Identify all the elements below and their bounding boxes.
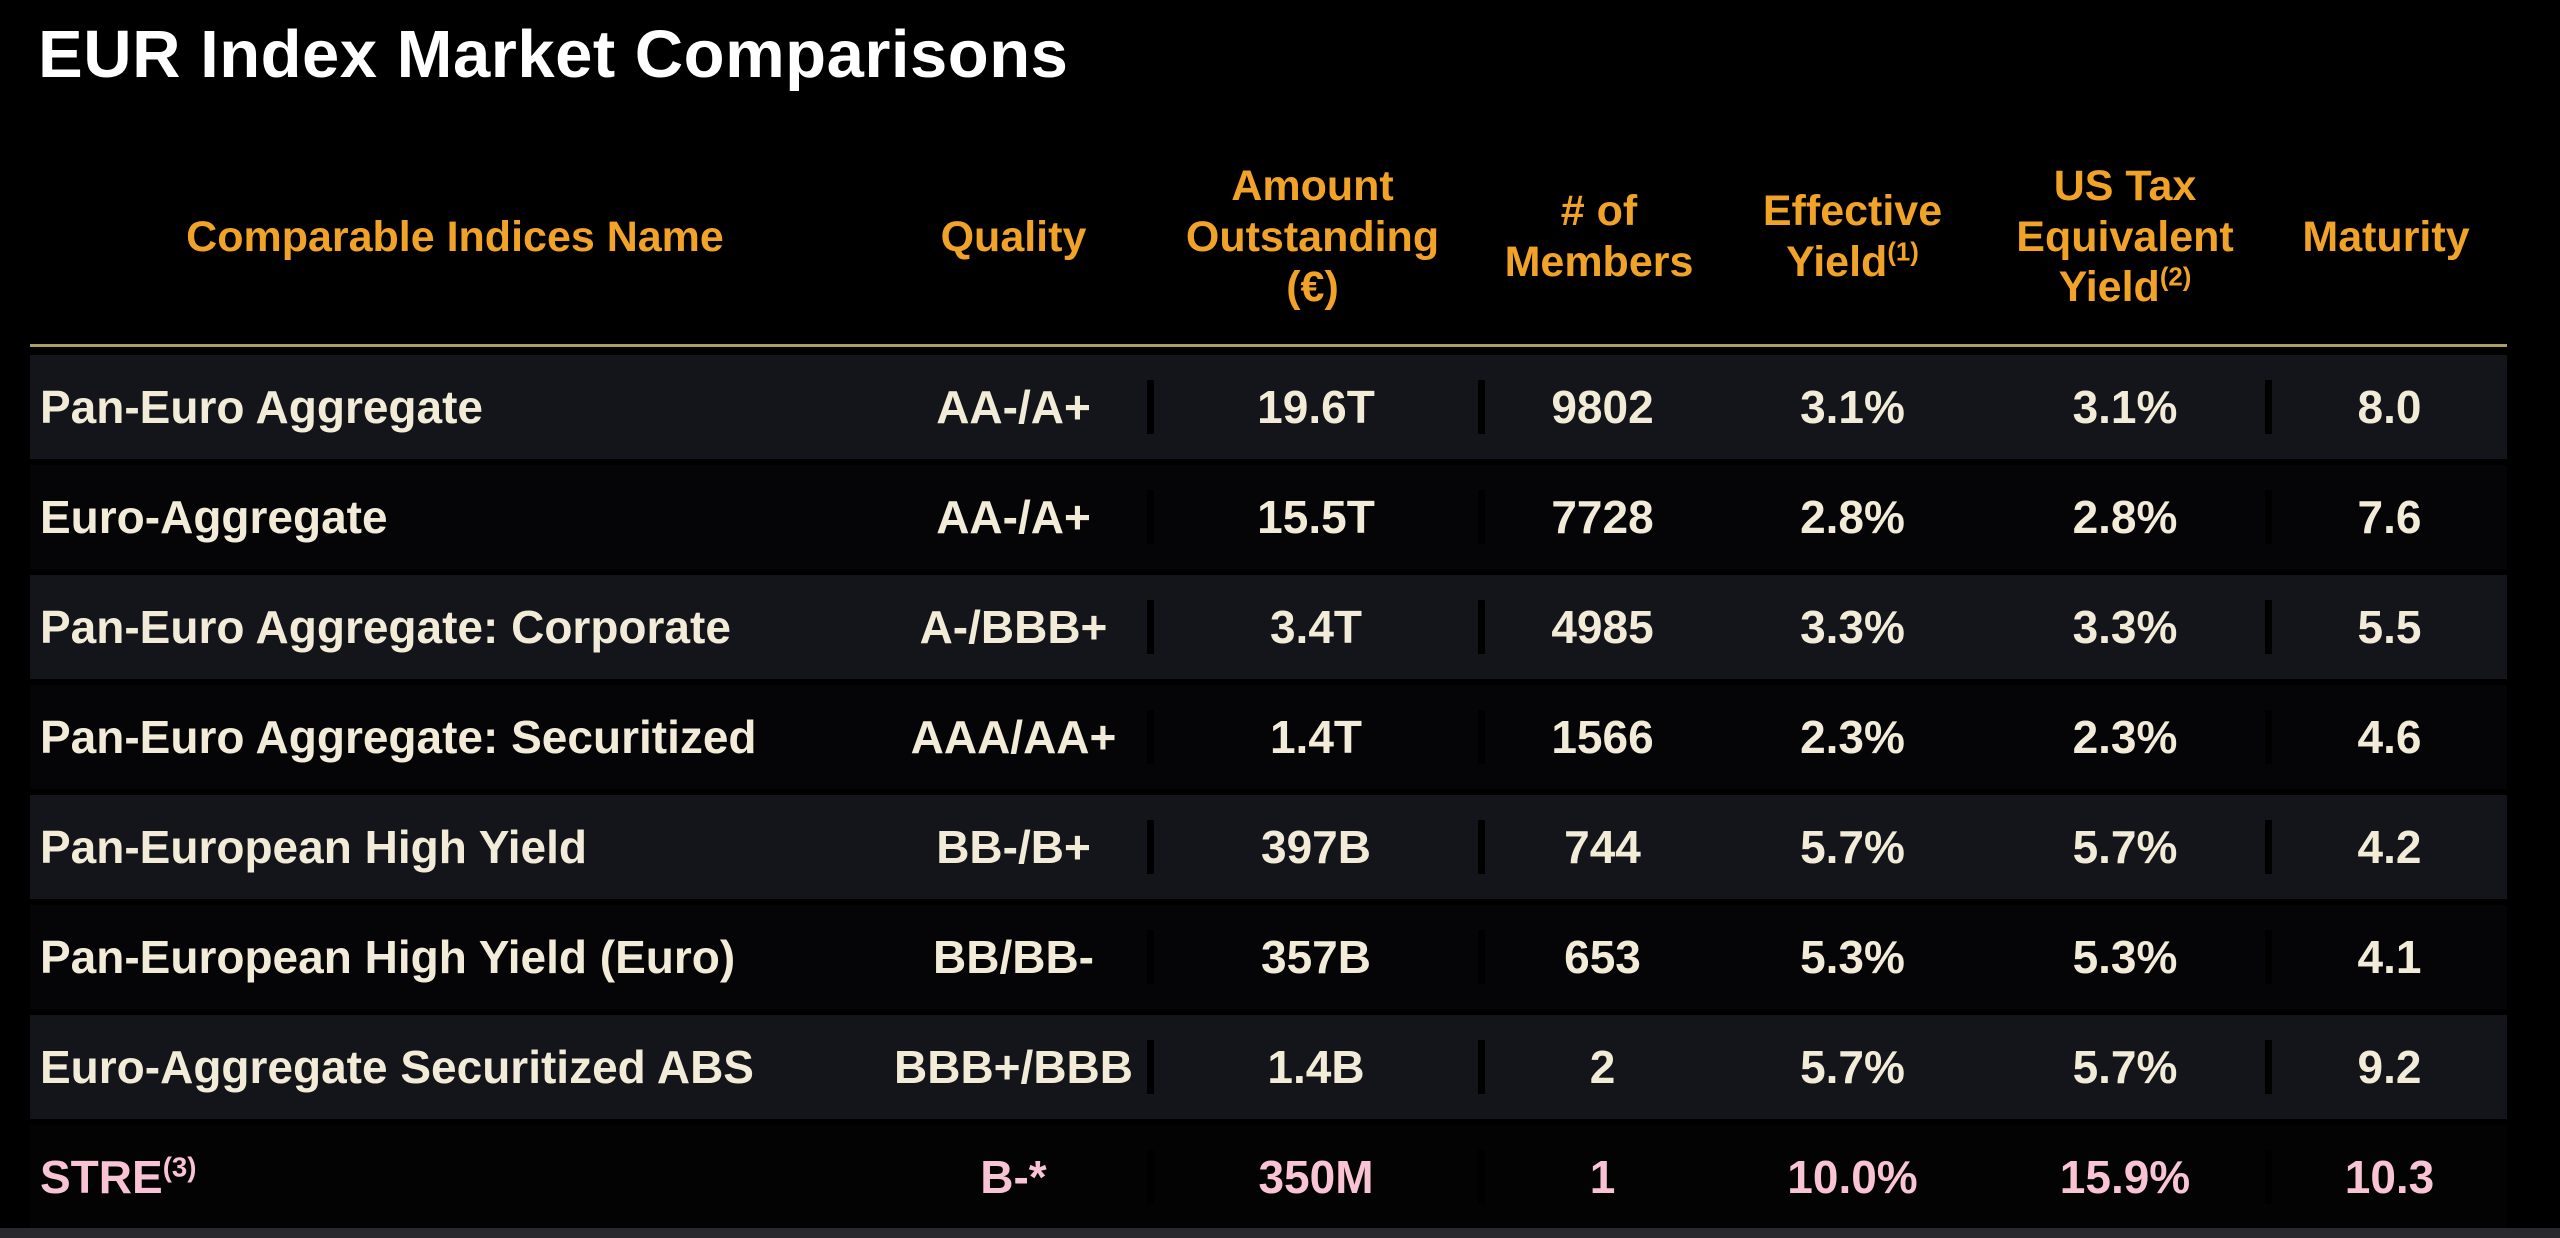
table-row: Euro-Aggregate Securitized ABS BBB+/BBB 1.… [30, 1015, 2507, 1119]
table-row: Pan-Euro Aggregate: Corporate A-/BBB+ 3.4T… [30, 575, 2507, 679]
cell-maturity: 7.6 [2265, 490, 2507, 544]
cell-effective-yield: 2.8% [1800, 491, 1905, 543]
header-cell-us-tax-equivalent-yield: US Tax Equivalent Yield(2) [2016, 161, 2234, 312]
cell-us-tax-equivalent-yield: 5.3% [2072, 931, 2178, 983]
header-cell-maturity: Maturity [2302, 212, 2470, 261]
cell-effective-yield: 3.1% [1800, 381, 1905, 433]
cell-members: 653 [1478, 930, 1720, 984]
cell-maturity: 4.1 [2265, 930, 2507, 984]
cell-effective-yield: 5.7% [1800, 1041, 1905, 1093]
cell-name: Pan-Euro Aggregate: Corporate [40, 601, 731, 653]
cell-quality: AA-/A+ [936, 491, 1091, 543]
table-row: Pan-European High Yield (Euro) BB/BB- 357B… [30, 905, 2507, 1009]
cell-us-tax-equivalent-yield: 5.7% [2072, 821, 2178, 873]
cell-amount-outstanding: 397B [1147, 820, 1478, 874]
cell-maturity: 4.2 [2265, 820, 2507, 874]
cell-maturity: 5.5 [2265, 600, 2507, 654]
cell-quality: A-/BBB+ [919, 601, 1108, 653]
cell-quality: B-* [980, 1151, 1047, 1203]
table-row: Pan-Euro Aggregate: Securitized AAA/AA+ 1.… [30, 685, 2507, 789]
cell-us-tax-equivalent-yield: 2.8% [2072, 491, 2178, 543]
cell-quality: BB/BB- [933, 931, 1094, 983]
cell-maturity: 10.3 [2265, 1150, 2507, 1204]
header-cell-effective-yield: Effective Yield(1) [1762, 187, 1943, 286]
cell-name: STRE(3) [40, 1151, 197, 1203]
cell-us-tax-equivalent-yield: 3.1% [2072, 381, 2178, 433]
cell-us-tax-equivalent-yield: 2.3% [2072, 711, 2178, 763]
cell-amount-outstanding: 19.6T [1147, 380, 1478, 434]
header-cell-quality: Quality [940, 212, 1087, 261]
header-cell-members: # of Members [1504, 187, 1694, 286]
cell-amount-outstanding: 350M [1147, 1150, 1478, 1204]
header-footnote-marker: (2) [2159, 264, 2192, 293]
cell-members: 2 [1478, 1040, 1720, 1094]
cell-members: 4985 [1478, 600, 1720, 654]
cell-name: Pan-European High Yield [40, 821, 587, 873]
cell-us-tax-equivalent-yield: 15.9% [2059, 1151, 2191, 1203]
table-body: Pan-Euro Aggregate AA-/A+ 19.6T 9802 3.1% 3.1… [30, 355, 2507, 1229]
cell-name: Euro-Aggregate [40, 491, 388, 543]
cell-quality: AAA/AA+ [910, 711, 1117, 763]
cell-members: 7728 [1478, 490, 1720, 544]
header-divider [30, 344, 2507, 347]
cell-effective-yield: 3.3% [1800, 601, 1905, 653]
cell-effective-yield: 5.7% [1800, 821, 1905, 873]
comparison-table: Comparable Indices Name Quality Amount Out… [30, 138, 2507, 1235]
table-row: Pan-Euro Aggregate AA-/A+ 19.6T 9802 3.1% 3.1… [30, 355, 2507, 459]
cell-quality: BB-/B+ [936, 821, 1091, 873]
bottom-bar [0, 1228, 2560, 1238]
cell-name: Pan-Euro Aggregate: Securitized [40, 711, 757, 763]
cell-members: 1566 [1478, 710, 1720, 764]
cell-name: Pan-European High Yield (Euro) [40, 931, 736, 983]
cell-us-tax-equivalent-yield: 5.7% [2072, 1041, 2178, 1093]
cell-amount-outstanding: 1.4B [1147, 1040, 1478, 1094]
cell-us-tax-equivalent-yield: 3.3% [2072, 601, 2178, 653]
cell-members: 1 [1478, 1150, 1720, 1204]
cell-members: 9802 [1478, 380, 1720, 434]
header-cell-name: Comparable Indices Name [186, 212, 724, 261]
cell-members: 744 [1478, 820, 1720, 874]
cell-maturity: 9.2 [2265, 1040, 2507, 1094]
table-header-row: Comparable Indices Name Quality Amount Out… [30, 138, 2507, 336]
cell-quality: BBB+/BBB [894, 1041, 1133, 1093]
cell-quality: AA-/A+ [936, 381, 1091, 433]
table-row: Pan-European High Yield BB-/B+ 397B 744 5.7%… [30, 795, 2507, 899]
cell-amount-outstanding: 3.4T [1147, 600, 1478, 654]
table-row: Euro-Aggregate AA-/A+ 15.5T 7728 2.8% 2.8% 7.6 [30, 465, 2507, 569]
cell-amount-outstanding: 1.4T [1147, 710, 1478, 764]
page-title: EUR Index Market Comparisons [38, 17, 1069, 92]
cell-amount-outstanding: 357B [1147, 930, 1478, 984]
row-footnote-marker: (3) [162, 1151, 197, 1183]
table-row: STRE(3) B-* 350M 1 10.0% 15.9% 10.3 [30, 1125, 2507, 1229]
header-cell-amount-outstanding: Amount Outstanding (€) [1185, 161, 1440, 312]
cell-effective-yield: 10.0% [1787, 1151, 1918, 1203]
cell-maturity: 8.0 [2265, 380, 2507, 434]
cell-amount-outstanding: 15.5T [1147, 490, 1478, 544]
cell-maturity: 4.6 [2265, 710, 2507, 764]
cell-name: Pan-Euro Aggregate [40, 381, 484, 433]
header-footnote-marker: (1) [1887, 238, 1919, 267]
cell-name: Euro-Aggregate Securitized ABS [40, 1041, 754, 1093]
cell-effective-yield: 2.3% [1800, 711, 1905, 763]
cell-effective-yield: 5.3% [1800, 931, 1905, 983]
